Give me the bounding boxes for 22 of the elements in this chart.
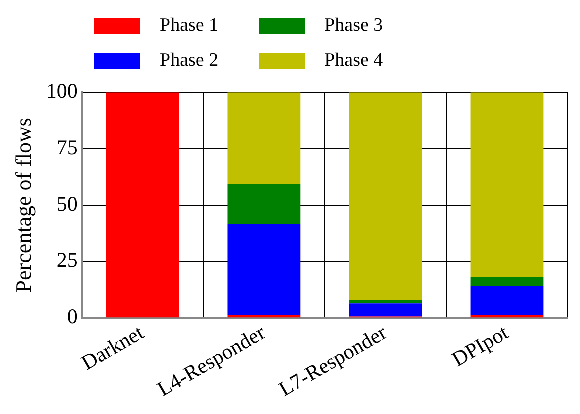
y-tick-label: 75 [56, 135, 78, 160]
bar [349, 92, 422, 301]
bar [106, 92, 180, 318]
bar [470, 286, 544, 315]
y-axis-title: Percentage of flows [10, 118, 36, 293]
bar [228, 315, 301, 318]
bar [349, 300, 422, 304]
bar [228, 184, 301, 224]
legend-label: Phase 1 [160, 14, 219, 36]
bar [470, 92, 544, 278]
bar [470, 314, 544, 318]
bar [228, 224, 301, 316]
legend-label: Phase 4 [324, 50, 384, 72]
legend-label: Phase 3 [324, 14, 384, 36]
y-tick-label: 25 [56, 248, 78, 272]
y-tick-label: 100 [46, 79, 78, 104]
bar [470, 278, 544, 287]
legend-label: Phase 2 [160, 50, 219, 72]
bar [349, 304, 422, 317]
bar [228, 92, 301, 184]
y-tick-label: 0 [67, 304, 78, 329]
y-tick-label: 50 [56, 192, 78, 216]
